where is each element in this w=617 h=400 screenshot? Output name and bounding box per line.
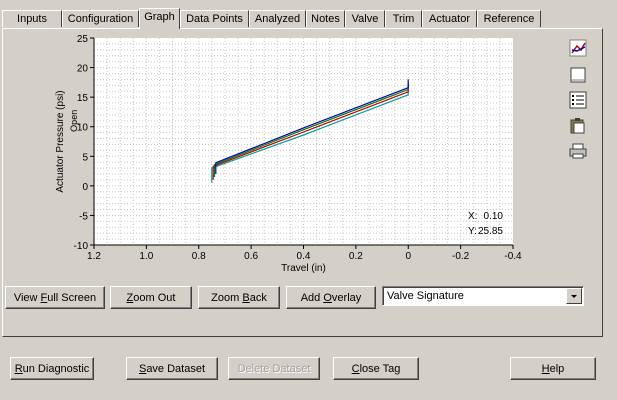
cursor-x-value: 0.10 <box>484 211 504 222</box>
y-tick-label: 10 <box>77 123 89 134</box>
y-tick-label: 5 <box>82 152 88 163</box>
overlay-type-select[interactable]: Valve Signature <box>382 286 584 306</box>
print-icon[interactable] <box>569 142 587 160</box>
graph-tab-panel: 1.2 1.0 0.8 0.6 0.4 0.2 0 -0.2 -0.4 25 20 15 10 5 0 -5 -… <box>2 28 603 337</box>
series-line <box>212 82 409 180</box>
tab-analyzed[interactable]: Analyzed <box>249 10 306 27</box>
x-tick-label: 0.2 <box>349 251 363 262</box>
legend-list-icon[interactable] <box>569 91 587 109</box>
delete-dataset-button: Delete Dataset <box>228 357 320 380</box>
cursor-y-label: Y: <box>468 226 477 237</box>
dropdown-arrow-icon[interactable] <box>566 288 582 304</box>
close-tag-button[interactable]: Close Tag <box>333 357 419 380</box>
tab-trim[interactable]: Trim <box>385 10 422 27</box>
run-diagnostic-button[interactable]: Run Diagnostic <box>10 357 94 380</box>
x-axis-label: Travel (in) <box>281 263 326 274</box>
y-tick-label: 25 <box>77 34 89 45</box>
x-tick-label: -0.2 <box>452 251 470 262</box>
tab-configuration[interactable]: Configuration <box>62 10 139 27</box>
x-tick-label: 0.4 <box>297 251 311 262</box>
x-tick-label: 0.8 <box>192 251 206 262</box>
zoom-back-button[interactable]: Zoom Back <box>198 286 280 309</box>
actuator-pressure-chart[interactable]: 1.2 1.0 0.8 0.6 0.4 0.2 0 -0.2 -0.4 25 20 15 10 5 0 -5 -… <box>3 29 604 338</box>
tab-inputs[interactable]: Inputs <box>2 10 62 27</box>
tab-reference[interactable]: Reference <box>477 10 541 27</box>
tab-valve[interactable]: Valve <box>345 10 385 27</box>
x-tick-label: -0.4 <box>504 251 522 262</box>
series-line <box>213 88 409 177</box>
series-colors-icon[interactable] <box>569 39 587 57</box>
tab-actuator[interactable]: Actuator <box>422 10 477 27</box>
add-overlay-button[interactable]: Add Overlay <box>286 286 376 309</box>
y-tick-label: -5 <box>79 211 88 222</box>
y-tick-label: 0 <box>82 182 88 193</box>
y-tick-label: 20 <box>77 64 89 75</box>
x-tick-label: 0.6 <box>244 251 258 262</box>
copy-clipboard-icon[interactable] <box>569 117 587 135</box>
view-full-screen-button[interactable]: View Full Screen <box>5 286 105 309</box>
y-axis-label: Actuator Pressure (psi) <box>55 90 66 192</box>
x-tick-label: 1.0 <box>139 251 153 262</box>
box-frame-icon[interactable] <box>569 66 587 84</box>
cursor-x-label: X: <box>468 211 477 222</box>
open-annotation: Open <box>69 110 79 132</box>
series-line <box>215 79 409 174</box>
y-tick-label: -10 <box>74 241 89 252</box>
tab-graph[interactable]: Graph <box>139 8 180 29</box>
x-tick-label: 1.2 <box>87 251 101 262</box>
plot-area[interactable] <box>94 38 513 245</box>
overlay-type-value: Valve Signature <box>387 290 464 302</box>
save-dataset-button[interactable]: Save Dataset <box>126 357 218 380</box>
zoom-out-button[interactable]: Zoom Out <box>110 286 192 309</box>
tab-notes[interactable]: Notes <box>306 10 345 27</box>
y-tick-label: 15 <box>77 93 89 104</box>
tab-data-points[interactable]: Data Points <box>180 10 249 27</box>
cursor-y-value: 25.85 <box>478 226 503 237</box>
x-tick-label: 0 <box>405 251 411 262</box>
help-button[interactable]: Help <box>510 357 596 380</box>
